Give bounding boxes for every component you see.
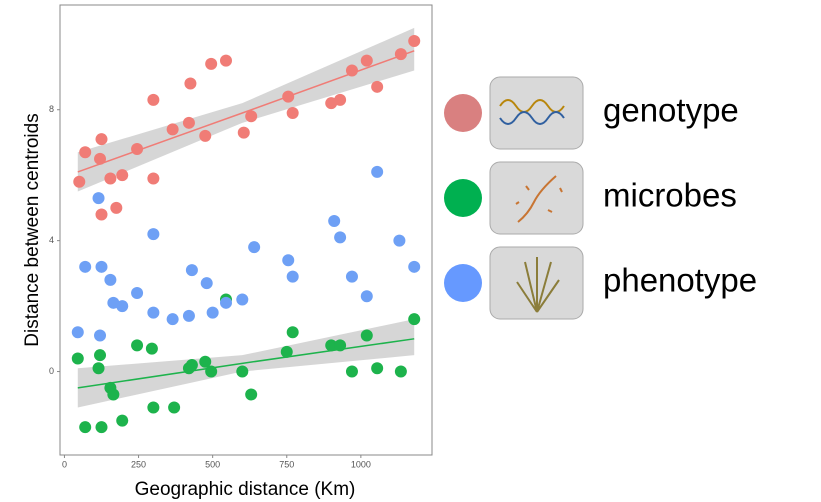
- legend-swatch: [444, 94, 482, 132]
- point: [199, 130, 211, 142]
- point: [116, 169, 128, 181]
- y-tick-label: 8: [49, 104, 54, 114]
- point: [167, 123, 179, 135]
- point: [186, 264, 198, 276]
- point: [287, 107, 299, 119]
- legend-label: phenotype: [603, 262, 757, 299]
- y-tick-label: 0: [49, 366, 54, 376]
- legend-label: microbes: [603, 177, 737, 214]
- point: [79, 261, 91, 273]
- point: [147, 172, 159, 184]
- point: [245, 110, 257, 122]
- point: [220, 55, 232, 67]
- point: [183, 117, 195, 129]
- point: [281, 346, 293, 358]
- point: [186, 359, 198, 371]
- x-tick-label: 250: [131, 459, 146, 469]
- point: [346, 64, 358, 76]
- point: [95, 208, 107, 220]
- point: [220, 297, 232, 309]
- point: [116, 300, 128, 312]
- point: [346, 366, 358, 378]
- point: [346, 271, 358, 283]
- x-axis-title: Geographic distance (Km): [135, 479, 356, 500]
- point: [201, 277, 213, 289]
- point: [334, 339, 346, 351]
- point: [248, 241, 260, 253]
- point: [104, 274, 116, 286]
- point: [93, 192, 105, 204]
- point: [371, 166, 383, 178]
- point: [79, 146, 91, 158]
- chart: Geographic distance (Km) Distance betwee…: [0, 0, 821, 502]
- point: [408, 35, 420, 47]
- point: [131, 143, 143, 155]
- point: [371, 362, 383, 374]
- point: [334, 94, 346, 106]
- point: [95, 421, 107, 433]
- point: [184, 78, 196, 90]
- point: [72, 326, 84, 338]
- legend-swatch: [444, 264, 482, 302]
- y-axis-title: Distance between centroids: [22, 113, 43, 346]
- point: [95, 133, 107, 145]
- point: [183, 310, 195, 322]
- point: [107, 388, 119, 400]
- point: [116, 415, 128, 427]
- point: [361, 330, 373, 342]
- point: [334, 231, 346, 243]
- point: [205, 366, 217, 378]
- legend-icons: [490, 77, 583, 319]
- point: [207, 307, 219, 319]
- point: [93, 362, 105, 374]
- x-tick-label: 0: [62, 459, 67, 469]
- point: [131, 287, 143, 299]
- point: [282, 91, 294, 103]
- point: [94, 153, 106, 165]
- point: [147, 94, 159, 106]
- point: [393, 235, 405, 247]
- point: [361, 55, 373, 67]
- point: [205, 58, 217, 70]
- point: [361, 290, 373, 302]
- point: [110, 202, 122, 214]
- point: [328, 215, 340, 227]
- x-tick-label: 750: [279, 459, 294, 469]
- point: [236, 294, 248, 306]
- point: [287, 271, 299, 283]
- point: [236, 366, 248, 378]
- point: [395, 48, 407, 60]
- point: [238, 127, 250, 139]
- point: [131, 339, 143, 351]
- point: [395, 366, 407, 378]
- point: [408, 313, 420, 325]
- point: [146, 343, 158, 355]
- point: [94, 330, 106, 342]
- x-tick-label: 500: [205, 459, 220, 469]
- point: [147, 228, 159, 240]
- point: [94, 349, 106, 361]
- point: [408, 261, 420, 273]
- point: [168, 402, 180, 414]
- point: [104, 172, 116, 184]
- point: [79, 421, 91, 433]
- point: [95, 261, 107, 273]
- point: [73, 176, 85, 188]
- point: [72, 352, 84, 364]
- point: [167, 313, 179, 325]
- legend-label: genotype: [603, 92, 739, 129]
- point: [282, 254, 294, 266]
- y-tick-label: 4: [49, 235, 54, 245]
- x-tick-label: 1000: [351, 459, 371, 469]
- point: [147, 307, 159, 319]
- point: [371, 81, 383, 93]
- point: [245, 388, 257, 400]
- legend-swatch: [444, 179, 482, 217]
- point: [287, 326, 299, 338]
- point: [147, 402, 159, 414]
